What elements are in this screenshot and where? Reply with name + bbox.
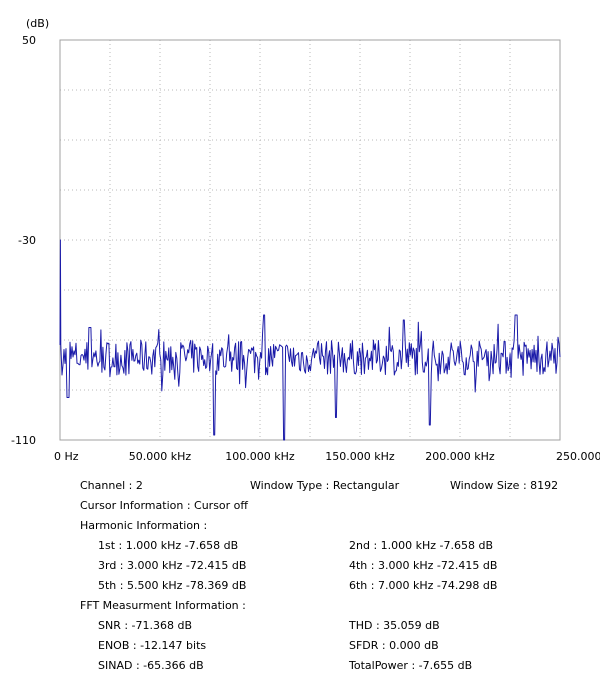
snr-value: SNR : -71.368 dB xyxy=(98,619,193,632)
x-tick-label: 250.000 kHz xyxy=(556,450,600,463)
harmonic-3rd: 3rd : 3.000 kHz -72.415 dB xyxy=(98,559,247,572)
channel-label: Channel : 2 xyxy=(80,479,143,492)
y-axis-unit: (dB) xyxy=(26,17,49,30)
fft-spectrum-chart: 50 -30 -110 0 Hz 50.000 kHz 100.000 kHz 150.0… xyxy=(11,17,600,463)
total-power-value: TotalPower : -7.655 dB xyxy=(349,659,473,672)
harmonic-5th: 5th : 5.500 kHz -78.369 dB xyxy=(98,579,247,592)
x-tick-label: 100.000 kHz xyxy=(225,450,295,463)
x-tick-label: 150.000 kHz xyxy=(325,450,395,463)
cursor-info-label: Cursor Information : Cursor off xyxy=(80,499,248,512)
harmonic-4th: 4th : 3.000 kHz -72.415 dB xyxy=(349,559,498,572)
enob-value: ENOB : -12.147 bits xyxy=(98,639,207,652)
y-tick-labels: 50 -30 -110 xyxy=(11,34,36,447)
harmonic-2nd: 2nd : 1.000 kHz -7.658 dB xyxy=(349,539,494,552)
plot-grid xyxy=(60,40,560,440)
spectrum-trace xyxy=(59,239,561,441)
harmonic-1st: 1st : 1.000 kHz -7.658 dB xyxy=(98,539,239,552)
x-tick-label: 50.000 kHz xyxy=(129,450,192,463)
window-size-label: Window Size : 8192 xyxy=(450,479,559,492)
x-tick-labels: 0 Hz 50.000 kHz 100.000 kHz 150.000 kHz 200.… xyxy=(54,450,600,463)
y-tick-label: -110 xyxy=(11,434,36,447)
sinad-value: SINAD : -65.366 dB xyxy=(98,659,204,672)
x-tick-label: 200.000 kHz xyxy=(425,450,495,463)
sfdr-value: SFDR : 0.000 dB xyxy=(349,639,439,652)
y-tick-label: -30 xyxy=(18,234,36,247)
x-tick-label: 0 Hz xyxy=(54,450,79,463)
y-tick-label: 50 xyxy=(22,34,36,47)
thd-value: THD : 35.059 dB xyxy=(349,619,440,632)
harmonic-6th: 6th : 7.000 kHz -74.298 dB xyxy=(349,579,498,592)
fft-info-header: FFT Measurment Information : xyxy=(80,599,246,612)
window-type-label: Window Type : Rectangular xyxy=(250,479,400,492)
harmonic-info-header: Harmonic Information : xyxy=(80,519,208,532)
